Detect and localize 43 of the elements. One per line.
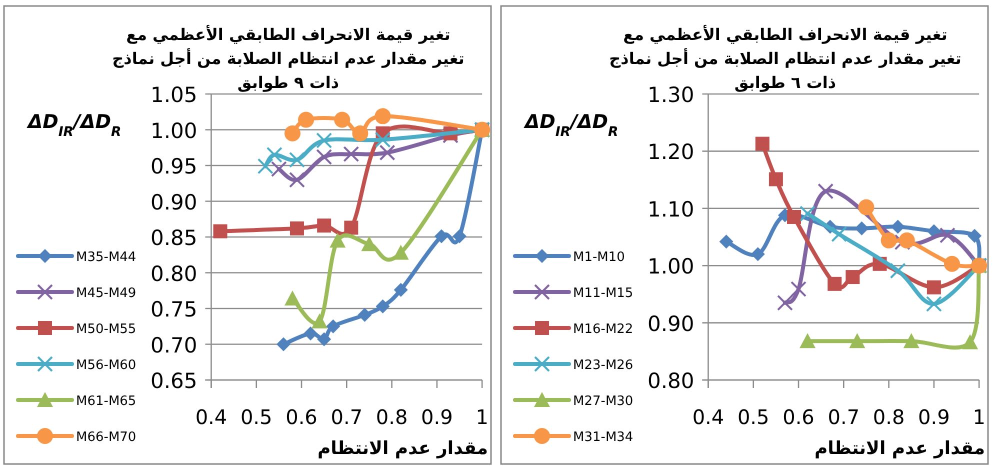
y-tick-label: 1.10 bbox=[647, 197, 694, 222]
x-tick-label: 0.6 bbox=[286, 405, 318, 429]
y-tick-label: 1.00 bbox=[150, 118, 198, 143]
y-tick-label: 0.85 bbox=[150, 226, 198, 250]
legend-label: M11-M15 bbox=[573, 286, 634, 301]
x-tick-label: 0.9 bbox=[918, 405, 950, 429]
y-tick-label: 0.65 bbox=[150, 369, 198, 393]
x-tick-label: 0.6 bbox=[782, 405, 814, 429]
x-axis-title: مقدار عدم الانتظام bbox=[317, 438, 488, 459]
x-tick-label: 0.9 bbox=[421, 405, 453, 429]
legend-label: M35-M44 bbox=[76, 250, 136, 265]
x-tick-label: 0.4 bbox=[692, 405, 724, 429]
legend-label: M50-M55 bbox=[76, 322, 136, 337]
legend-label: M31-M34 bbox=[573, 430, 634, 445]
legend-label: M66-M70 bbox=[76, 430, 136, 445]
y-tick-label: 0.75 bbox=[150, 298, 198, 322]
y-tick-label: 1.20 bbox=[647, 140, 694, 164]
legend-label: M1-M10 bbox=[573, 250, 625, 265]
x-axis-title: مقدار عدم الانتظام bbox=[814, 438, 986, 459]
legend-label: M27-M30 bbox=[573, 394, 634, 409]
x-tick-label: 0.8 bbox=[872, 405, 905, 429]
legend-label: M45-M49 bbox=[76, 286, 136, 301]
y-tick-label: 0.90 bbox=[150, 190, 198, 214]
legend-label: M61-M65 bbox=[76, 394, 136, 409]
y-axis-title: ΔD$_{IR}$/ΔD$_{R}$ bbox=[522, 111, 618, 140]
y-tick-label: 0.70 bbox=[150, 333, 198, 358]
y-tick-label: 1.00 bbox=[647, 254, 694, 279]
x-tick-label: 0.8 bbox=[376, 405, 408, 429]
y-tick-label: 0.95 bbox=[150, 154, 198, 178]
x-tick-label: 0.4 bbox=[195, 405, 228, 429]
y-tick-label: 0.80 bbox=[647, 369, 694, 393]
legend-label: M16-M22 bbox=[573, 322, 634, 337]
legend-label: M23-M26 bbox=[573, 358, 634, 373]
y-tick-label: 0.90 bbox=[647, 312, 694, 336]
y-tick-label: 0.80 bbox=[150, 262, 198, 286]
x-tick-label: 0.7 bbox=[330, 405, 363, 429]
x-tick-label: 1 bbox=[972, 405, 986, 429]
x-tick-label: 0.5 bbox=[737, 405, 770, 429]
x-tick-label: 1 bbox=[476, 405, 488, 429]
y-axis-title: ΔD$_{IR}$/ΔD$_{R}$ bbox=[26, 111, 122, 140]
legend-label: M56-M60 bbox=[76, 358, 136, 373]
x-tick-label: 0.7 bbox=[828, 405, 860, 429]
x-tick-label: 0.5 bbox=[240, 405, 272, 429]
